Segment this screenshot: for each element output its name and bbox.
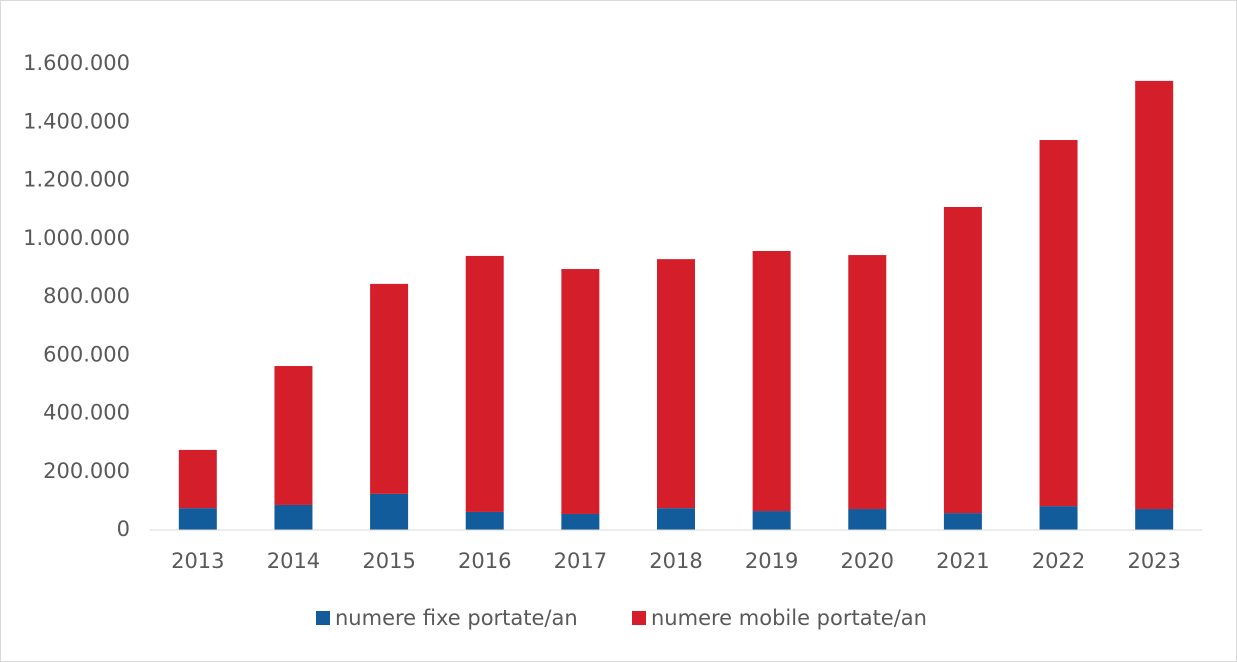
x-tick-label: 2020 — [841, 549, 894, 573]
bar-segment — [752, 511, 791, 530]
bar-segment — [943, 207, 982, 514]
bar-segment — [274, 366, 313, 505]
bar-segment — [1135, 509, 1174, 530]
y-tick-label: 400.000 — [43, 401, 130, 425]
y-tick-label: 200.000 — [43, 459, 130, 483]
legend-label: numere fixe portate/an — [335, 606, 578, 630]
bar-segment — [1135, 80, 1174, 510]
bar-segment — [178, 508, 217, 530]
x-tick-label: 2022 — [1032, 549, 1085, 573]
bar-segment — [465, 511, 504, 530]
y-tick-label: 1.200.000 — [23, 168, 130, 192]
x-tick-label: 2019 — [745, 549, 798, 573]
bar-segment — [752, 250, 791, 512]
bar-segment — [848, 509, 887, 530]
bar-segment — [370, 493, 409, 530]
bar-segment — [1039, 140, 1078, 507]
x-tick-label: 2018 — [649, 549, 702, 573]
bar-segment — [1039, 506, 1078, 530]
x-tick-label: 2017 — [554, 549, 607, 573]
y-tick-label: 1.000.000 — [23, 226, 130, 250]
bar-segment — [561, 513, 600, 530]
x-tick-label: 2023 — [1127, 549, 1180, 573]
bar-segment — [370, 283, 409, 494]
y-tick-label: 1.400.000 — [23, 109, 130, 133]
legend-swatch — [316, 611, 330, 625]
y-tick-label: 800.000 — [43, 284, 130, 308]
bar-segment — [657, 259, 695, 509]
x-tick-label: 2015 — [362, 549, 415, 573]
bar-segment — [178, 449, 217, 509]
bar-segment — [848, 255, 887, 510]
bar-segment — [274, 504, 313, 530]
y-tick-label: 600.000 — [43, 342, 130, 366]
y-tick-label: 0 — [117, 517, 130, 541]
x-tick-label: 2021 — [936, 549, 989, 573]
bar-segment — [465, 255, 504, 512]
x-tick-label: 2014 — [267, 549, 320, 573]
legend-label: numere mobile portate/an — [651, 606, 927, 630]
bar-segment — [943, 513, 982, 530]
x-tick-label: 2013 — [171, 549, 224, 573]
y-tick-label: 1.600.000 — [23, 51, 130, 75]
legend-swatch — [632, 611, 646, 625]
bar-segment — [561, 269, 600, 514]
x-tick-label: 2016 — [458, 549, 511, 573]
bar-segment — [657, 508, 695, 530]
